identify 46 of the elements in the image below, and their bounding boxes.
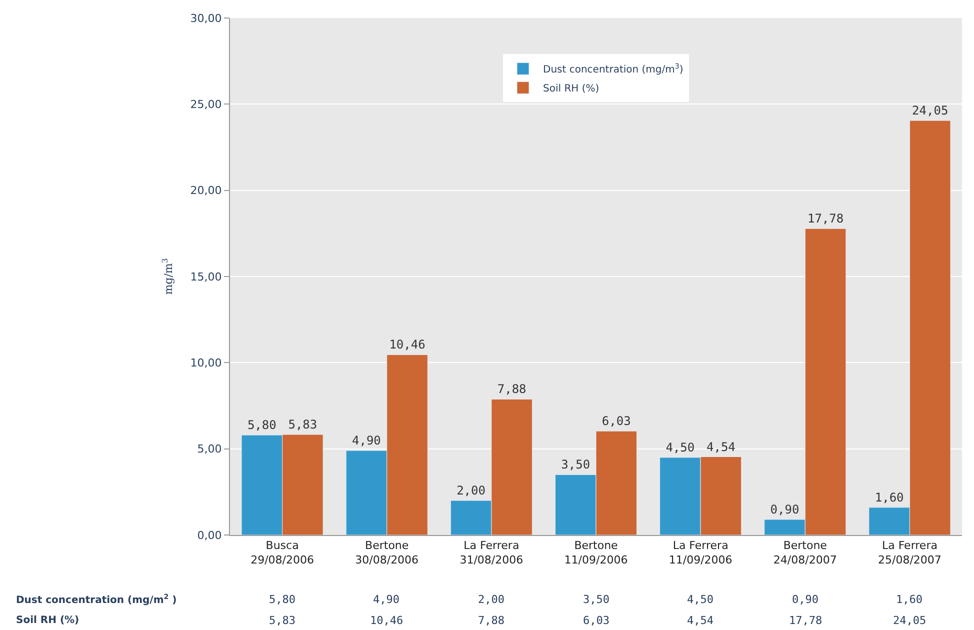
data-label: 3,50 (583, 593, 610, 606)
data-label: 1,60 (896, 593, 922, 606)
text: Dust concentration (mg/m$^{2}$ ) (16, 593, 177, 606)
y-tick-label: 30,00 (190, 12, 222, 25)
text: 2,00 (456, 484, 486, 498)
text: 0,90 (770, 502, 800, 516)
text: 6,03 (602, 414, 631, 428)
y-tick-label: 15,00 (190, 270, 222, 284)
y-tick-label: 10,00 (190, 356, 222, 370)
data-label: 4,50 (687, 593, 714, 606)
x-tick-label: La Ferrera 11/09/2006 (668, 539, 732, 566)
data-label: 2,00 (478, 593, 504, 606)
text: 5,80 (247, 418, 276, 432)
data-label: 4,90 (373, 593, 400, 606)
text: 24,05 (912, 104, 948, 118)
y-tick-label: 20,00 (190, 184, 222, 198)
text: 4,50 (666, 440, 695, 454)
text: 5,83 (288, 418, 318, 432)
x-tick-label: Bertone 24/08/2007 (773, 539, 837, 566)
text: Soil RH (%) (16, 615, 80, 626)
data-label: 4,54 (687, 614, 714, 627)
y-tick-label: 25,00 (190, 98, 222, 112)
data-label: 5,83 (269, 614, 296, 627)
text: 4,54 (706, 440, 736, 454)
text: 1,60 (874, 490, 904, 504)
data-label: 24,05 (893, 614, 926, 627)
legend-label: Dust concentration (mg/m$^{3}$) (543, 62, 684, 76)
text: 7,88 (497, 382, 526, 396)
y-tick-label: 0,00 (197, 528, 222, 542)
data-label: 0,90 (792, 593, 818, 606)
data-label: 5,80 (269, 593, 296, 606)
text: 4,90 (352, 434, 381, 448)
text: 17,78 (807, 212, 844, 226)
x-tick-label: La Ferrera 25/08/2007 (878, 539, 942, 566)
text: 3,50 (561, 458, 590, 472)
data-label: 17,78 (789, 614, 822, 627)
x-tick-label: Bertone 30/08/2006 (355, 539, 419, 566)
x-tick-label: La Ferrera 31/08/2006 (460, 539, 524, 566)
y-tick-label: 5,00 (197, 442, 222, 456)
text: 10,46 (389, 338, 426, 352)
legend-label: Soil RH (%) (543, 84, 600, 95)
data-label: 7,88 (478, 614, 504, 627)
x-tick-label: Busca 29/08/2006 (250, 539, 314, 566)
x-tick-label: Bertone 11/09/2006 (564, 539, 628, 566)
data-label: 10,46 (370, 614, 404, 627)
data-label: 6,03 (583, 614, 610, 627)
